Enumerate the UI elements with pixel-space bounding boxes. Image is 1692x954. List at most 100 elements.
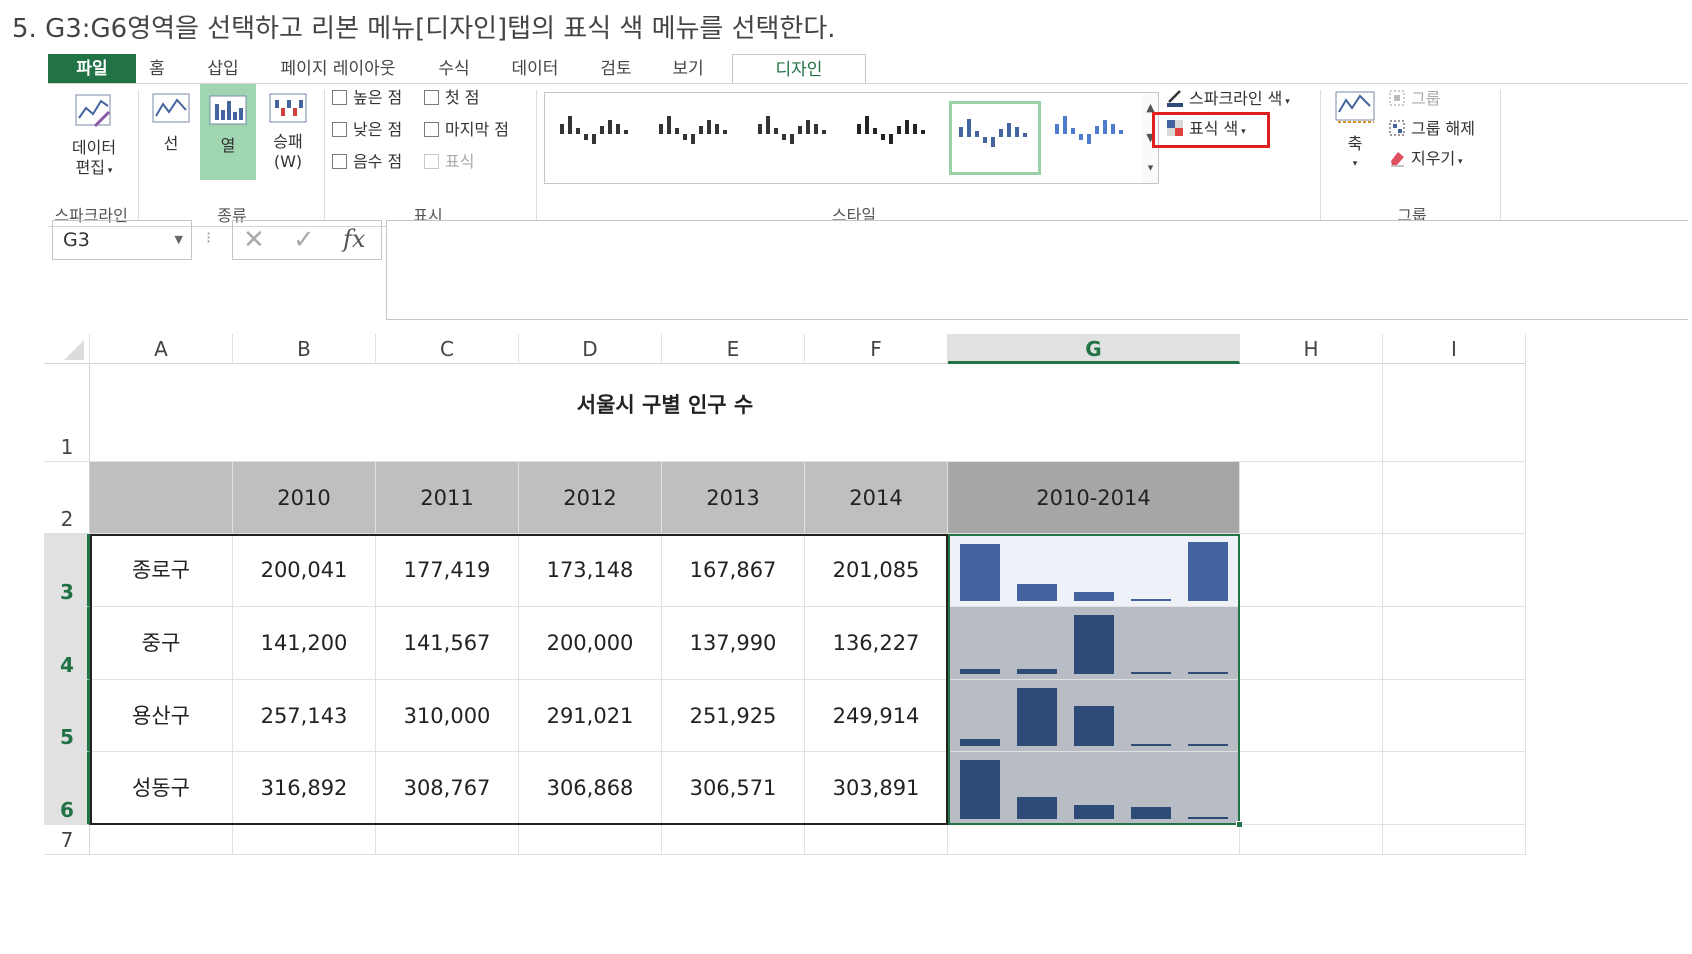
header-cell-a2[interactable] bbox=[90, 462, 233, 534]
fill-handle[interactable] bbox=[1236, 821, 1243, 828]
high-point-checkbox[interactable]: 높은 점 bbox=[332, 86, 402, 110]
sparkline-cell[interactable] bbox=[948, 752, 1240, 825]
population-value[interactable]: 251,925 bbox=[662, 680, 805, 752]
tab-page-layout[interactable]: 페이지 레이아웃 bbox=[280, 59, 396, 79]
year-header-2012[interactable]: 2012 bbox=[519, 462, 662, 534]
cell[interactable] bbox=[1383, 534, 1526, 607]
population-value[interactable]: 167,867 bbox=[662, 534, 805, 607]
population-value[interactable]: 316,892 bbox=[233, 752, 376, 825]
population-value[interactable]: 201,085 bbox=[805, 534, 948, 607]
cell[interactable] bbox=[376, 825, 519, 855]
tab-home[interactable]: 홈 bbox=[149, 59, 165, 79]
type-winloss-button[interactable]: 승패 (W) bbox=[260, 90, 316, 172]
population-value[interactable]: 257,143 bbox=[233, 680, 376, 752]
row-header-6[interactable]: 6 bbox=[44, 752, 90, 825]
cell[interactable] bbox=[662, 825, 805, 855]
cell[interactable] bbox=[948, 825, 1240, 855]
year-header-2011[interactable]: 2011 bbox=[376, 462, 519, 534]
row-header-3[interactable]: 3 bbox=[44, 534, 90, 607]
year-header-2014[interactable]: 2014 bbox=[805, 462, 948, 534]
population-value[interactable]: 136,227 bbox=[805, 607, 948, 680]
population-value[interactable]: 303,891 bbox=[805, 752, 948, 825]
column-header-f[interactable]: F bbox=[805, 334, 948, 364]
markers-checkbox[interactable]: 표식 bbox=[424, 150, 474, 174]
population-value[interactable]: 291,021 bbox=[519, 680, 662, 752]
cell[interactable] bbox=[805, 825, 948, 855]
population-value[interactable]: 200,000 bbox=[519, 607, 662, 680]
sheet-title[interactable]: 서울시 구별 인구 수 bbox=[90, 364, 1240, 462]
first-point-checkbox[interactable]: 첫 점 bbox=[424, 86, 480, 110]
district-name[interactable]: 용산구 bbox=[90, 680, 233, 752]
type-column-button[interactable]: 열 bbox=[200, 84, 256, 180]
cell[interactable] bbox=[1240, 364, 1383, 462]
population-value[interactable]: 310,000 bbox=[376, 680, 519, 752]
enter-icon[interactable]: ✓ bbox=[293, 225, 315, 255]
ungroup-button[interactable]: 그룹 해제 bbox=[1388, 116, 1475, 142]
sparkline-cell[interactable] bbox=[948, 680, 1240, 752]
year-header-2013[interactable]: 2013 bbox=[662, 462, 805, 534]
sparkline-cell[interactable] bbox=[948, 534, 1240, 607]
population-value[interactable]: 308,767 bbox=[376, 752, 519, 825]
cell[interactable] bbox=[233, 825, 376, 855]
tab-insert[interactable]: 삽입 bbox=[207, 59, 239, 79]
cell[interactable] bbox=[519, 825, 662, 855]
column-header-a[interactable]: A bbox=[90, 334, 233, 364]
cell[interactable] bbox=[1240, 825, 1383, 855]
column-header-c[interactable]: C bbox=[376, 334, 519, 364]
column-header-b[interactable]: B bbox=[233, 334, 376, 364]
cell[interactable] bbox=[1240, 607, 1383, 680]
range-header[interactable]: 2010-2014 bbox=[948, 462, 1240, 534]
column-header-g[interactable]: G bbox=[948, 334, 1240, 364]
cell[interactable] bbox=[1383, 607, 1526, 680]
chevron-down-icon[interactable]: ▼ bbox=[174, 233, 183, 246]
cell[interactable] bbox=[1240, 462, 1383, 534]
last-point-checkbox[interactable]: 마지막 점 bbox=[424, 118, 509, 142]
district-name[interactable]: 종로구 bbox=[90, 534, 233, 607]
tab-data[interactable]: 데이터 bbox=[511, 59, 559, 79]
row-header-2[interactable]: 2 bbox=[44, 462, 90, 534]
column-header-e[interactable]: E bbox=[662, 334, 805, 364]
column-header-i[interactable]: I bbox=[1383, 334, 1526, 364]
cell[interactable] bbox=[1240, 752, 1383, 825]
sparkline-cell[interactable] bbox=[948, 607, 1240, 680]
negative-point-checkbox[interactable]: 음수 점 bbox=[332, 150, 402, 174]
cell[interactable] bbox=[1240, 534, 1383, 607]
tab-view[interactable]: 보기 bbox=[672, 59, 704, 79]
scroll-down-icon[interactable]: ▼ bbox=[1146, 131, 1155, 144]
clear-button[interactable]: 지우기 ▾ bbox=[1388, 146, 1463, 172]
cell[interactable] bbox=[1383, 680, 1526, 752]
cell[interactable] bbox=[1383, 462, 1526, 534]
population-value[interactable]: 306,571 bbox=[662, 752, 805, 825]
sparkline-style-2[interactable] bbox=[652, 101, 744, 175]
population-value[interactable]: 137,990 bbox=[662, 607, 805, 680]
tab-formulas[interactable]: 수식 bbox=[438, 59, 470, 79]
scroll-up-icon[interactable]: ▲ bbox=[1146, 101, 1155, 114]
cell[interactable] bbox=[1383, 364, 1526, 462]
population-value[interactable]: 177,419 bbox=[376, 534, 519, 607]
row-header-5[interactable]: 5 bbox=[44, 680, 90, 752]
population-value[interactable]: 200,041 bbox=[233, 534, 376, 607]
marker-color-button[interactable]: 표식 색 ▾ bbox=[1166, 116, 1246, 142]
sparkline-style-3[interactable] bbox=[751, 101, 843, 175]
name-box[interactable]: G3 ▼ bbox=[52, 220, 192, 260]
sparkline-style-4[interactable] bbox=[850, 101, 942, 175]
cell[interactable] bbox=[1240, 680, 1383, 752]
cell[interactable] bbox=[90, 825, 233, 855]
population-value[interactable]: 306,868 bbox=[519, 752, 662, 825]
district-name[interactable]: 성동구 bbox=[90, 752, 233, 825]
sparkline-style-gallery[interactable] bbox=[544, 92, 1152, 184]
low-point-checkbox[interactable]: 낮은 점 bbox=[332, 118, 402, 142]
population-value[interactable]: 173,148 bbox=[519, 534, 662, 607]
cell[interactable] bbox=[1383, 825, 1526, 855]
column-header-d[interactable]: D bbox=[519, 334, 662, 364]
formula-input[interactable] bbox=[386, 220, 1688, 320]
year-header-2010[interactable]: 2010 bbox=[233, 462, 376, 534]
insert-function-icon[interactable]: fx bbox=[343, 225, 366, 253]
gallery-more-icon[interactable]: ▾ bbox=[1147, 161, 1154, 174]
tab-file[interactable]: 파일 bbox=[48, 54, 136, 84]
district-name[interactable]: 중구 bbox=[90, 607, 233, 680]
group-button[interactable]: 그룹 bbox=[1388, 86, 1440, 112]
tab-design[interactable]: 디자인 bbox=[732, 54, 866, 85]
axis-button[interactable]: 축 ▾ bbox=[1330, 88, 1380, 174]
row-header-1[interactable]: 1 bbox=[44, 364, 90, 462]
